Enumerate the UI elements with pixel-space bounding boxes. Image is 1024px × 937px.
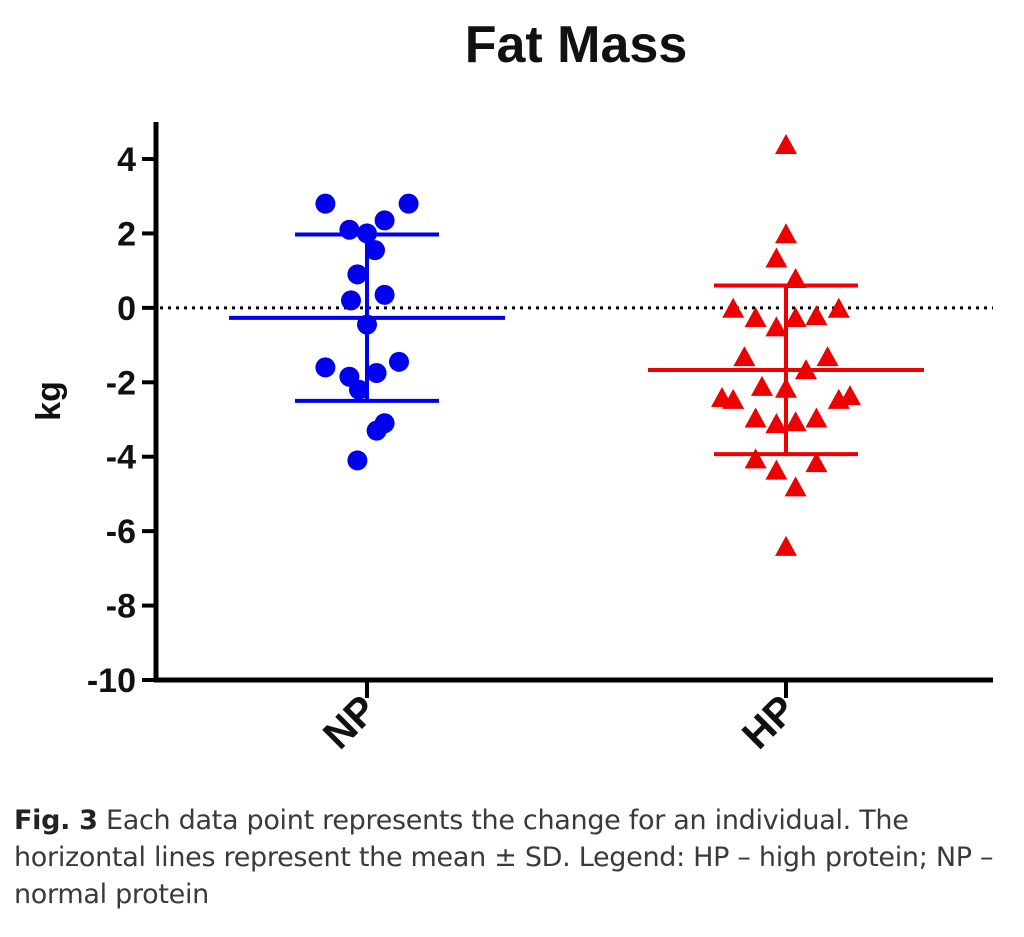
caption-text: Each data point represents the change fo… — [14, 805, 994, 910]
hp-data-point — [805, 407, 828, 428]
hp-data-point — [827, 297, 850, 318]
y-tick-label: -10 — [87, 662, 136, 700]
hp-data-point — [765, 316, 788, 337]
hp-data-point — [722, 388, 745, 409]
np-data-point — [339, 219, 360, 240]
np-data-point — [341, 290, 361, 311]
hp-data-point — [744, 448, 767, 469]
y-tick-label: -2 — [106, 364, 136, 402]
hp-data-point — [775, 133, 797, 154]
hp-data-point — [775, 535, 797, 556]
np-data-point — [357, 223, 377, 244]
np-data-point — [374, 284, 395, 305]
hp-data-point — [744, 407, 767, 428]
figure-caption: Fig. 3 Each data point represents the ch… — [14, 802, 1014, 913]
y-tick-label: 2 — [117, 215, 136, 253]
np-data-point — [357, 314, 377, 335]
hp-data-point — [805, 452, 828, 473]
hp-data-point — [795, 359, 817, 380]
chart-title: Fat Mass — [465, 16, 688, 74]
np-data-point — [347, 264, 368, 285]
np-data-point — [389, 351, 409, 372]
np-data-point — [315, 193, 336, 214]
hp-data-point — [784, 476, 807, 497]
hp-data-point — [784, 307, 807, 328]
y-tick-label: 0 — [117, 290, 136, 328]
hp-data-point — [775, 223, 797, 244]
y-tick-label: 4 — [117, 141, 136, 179]
caption-label: Fig. 3 — [14, 805, 98, 836]
hp-data-point — [765, 413, 788, 434]
x-tick-label: NP — [315, 687, 385, 757]
y-axis-label: kg — [30, 381, 68, 421]
hp-data-point — [816, 346, 839, 367]
np-data-point — [347, 450, 368, 471]
np-data-point — [315, 357, 336, 378]
np-data-point — [366, 420, 387, 441]
y-tick-label: -6 — [106, 513, 136, 551]
hp-data-point — [805, 305, 828, 326]
hp-data-point — [722, 297, 745, 318]
np-data-point — [374, 210, 395, 231]
y-tick-label: -8 — [106, 588, 136, 626]
hp-data-point — [784, 411, 807, 432]
hp-data-point — [775, 377, 797, 398]
hp-data-point — [839, 385, 861, 406]
np-data-point — [365, 240, 385, 261]
plot-area: 4 2 0 -2 -4 -6 -8 -10 NP HP — [87, 122, 993, 758]
x-tick-label: HP — [734, 687, 804, 757]
np-data-point — [366, 362, 387, 383]
np-data-point — [398, 193, 419, 214]
np-data-point — [349, 379, 369, 400]
hp-data-point — [751, 375, 773, 396]
hp-data-point — [744, 307, 767, 328]
hp-data-point — [765, 247, 788, 268]
hp-data-point — [733, 346, 756, 367]
y-tick-label: -4 — [106, 439, 136, 477]
hp-data-point — [765, 459, 788, 480]
fat-mass-chart: Fat Mass kg 4 2 0 -2 -4 -6 -8 -10 NP HP — [30, 16, 993, 758]
hp-data-point — [784, 267, 807, 288]
